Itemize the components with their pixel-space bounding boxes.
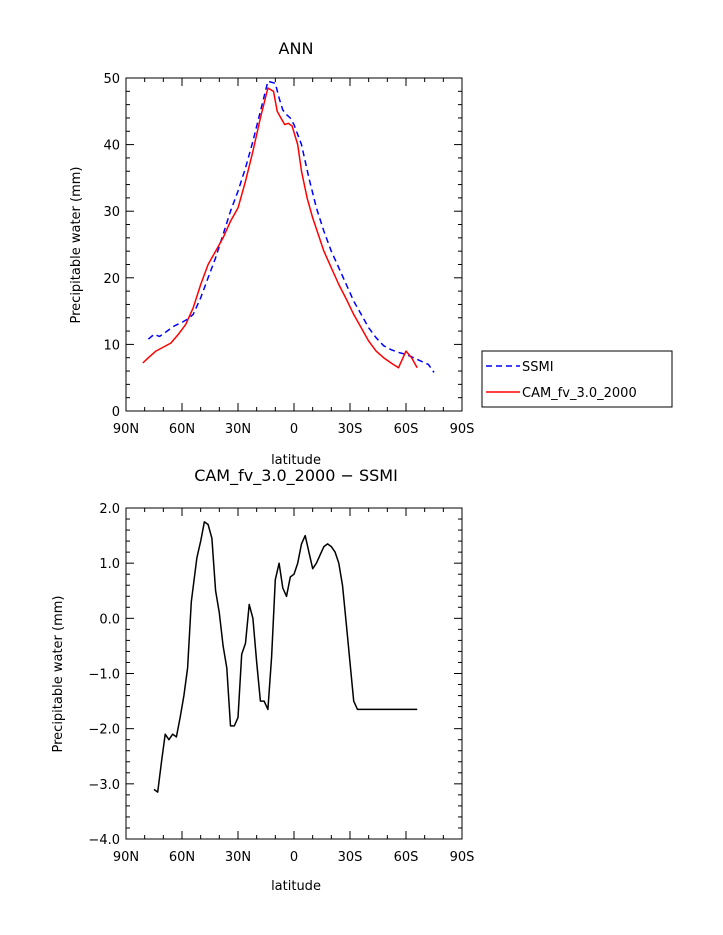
series-line-ssmi xyxy=(147,80,435,373)
xtick-label: 90S xyxy=(450,850,475,865)
bottom-chart-xaxis: 90N 60N 30N 0 30S 60S 90S xyxy=(113,508,475,865)
ytick-label: −1.0 xyxy=(88,668,120,683)
ytick-label: −2.0 xyxy=(88,723,120,738)
xtick-label: 0 xyxy=(290,850,298,865)
legend-box xyxy=(481,350,673,408)
ytick-label: 20 xyxy=(103,272,120,287)
xtick-label: 60N xyxy=(169,422,195,437)
top-chart-xaxis: 90N 60N 30N 0 30S 60S 90S xyxy=(113,78,475,437)
xtick-label: 30S xyxy=(338,422,363,437)
ytick-label: 1.0 xyxy=(99,557,120,572)
ytick-label: −3.0 xyxy=(88,778,120,793)
bottom-chart: CAM_fv_3.0_2000 − SSMI −4.0 −3.0 −2.0 −1.0 0… xyxy=(51,466,474,894)
ytick-label: 10 xyxy=(103,338,120,353)
top-chart-xlabel: latitude xyxy=(271,453,321,468)
ytick-label: 50 xyxy=(103,72,120,87)
top-chart-title: ANN xyxy=(279,39,314,58)
series-line-cam-fv-3-0-2000 xyxy=(142,87,418,369)
bottom-chart-xlabel: latitude xyxy=(271,879,321,894)
top-chart: ANN 0 10 20 30 40 50 90N 60N 30N 0 30S 60S 90S lati… xyxy=(69,39,673,468)
bottom-chart-yaxis: −4.0 −3.0 −2.0 −1.0 0.0 1.0 2.0 xyxy=(88,502,462,848)
ytick-label: 30 xyxy=(103,205,120,220)
xtick-label: 90S xyxy=(450,422,475,437)
ytick-label: 0.0 xyxy=(99,612,120,627)
ytick-label: 40 xyxy=(103,139,120,154)
top-chart-ylabel: Precipitable water (mm) xyxy=(69,167,84,324)
xtick-label: 90N xyxy=(113,422,139,437)
xtick-label: 30N xyxy=(225,422,251,437)
xtick-label: 30N xyxy=(225,850,251,865)
legend-label-cam: CAM_fv_3.0_2000 xyxy=(522,386,637,401)
bottom-chart-ylabel: Precipitable water (mm) xyxy=(51,596,66,753)
ytick-label: 0 xyxy=(112,405,120,420)
xtick-label: 60S xyxy=(394,850,419,865)
ytick-label: −4.0 xyxy=(88,833,120,848)
top-chart-frame xyxy=(125,77,463,412)
xtick-label: 30S xyxy=(338,850,363,865)
legend-label-ssmi: SSMI xyxy=(522,360,554,375)
xtick-label: 60N xyxy=(169,850,195,865)
xtick-label: 90N xyxy=(113,850,139,865)
bottom-chart-title: CAM_fv_3.0_2000 − SSMI xyxy=(194,466,398,486)
xtick-label: 60S xyxy=(394,422,419,437)
top-chart-series xyxy=(142,80,435,373)
ytick-label: 2.0 xyxy=(99,502,120,517)
series-line-panel1-0 xyxy=(153,521,418,793)
top-chart-yaxis: 0 10 20 30 40 50 xyxy=(103,72,462,420)
bottom-chart-series xyxy=(153,521,418,793)
xtick-label: 0 xyxy=(290,422,298,437)
bottom-chart-frame xyxy=(125,507,463,840)
legend: SSMI CAM_fv_3.0_2000 xyxy=(481,350,673,408)
